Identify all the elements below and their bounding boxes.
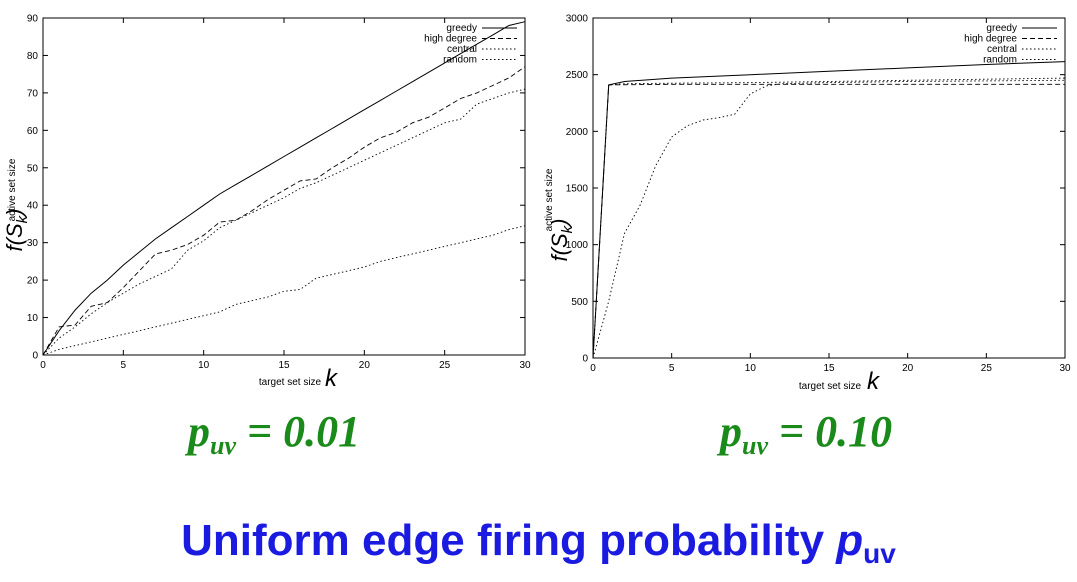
caption-right-sub: uv — [742, 431, 768, 460]
chart-left: 0 5 10 15 20 25 30 0 10 20 30 40 50 60 70 80 90 greedyhig… — [2, 14, 531, 393]
page-title-sub: uv — [863, 538, 896, 569]
plot-frame — [42, 17, 526, 356]
x-tick-label: 10 — [198, 360, 210, 371]
legend-entry-label: greedy — [986, 23, 1017, 34]
y-tick-label: 1000 — [566, 240, 589, 251]
caption-left-var: p — [188, 407, 210, 456]
x-tick-label: 5 — [669, 363, 675, 374]
y-tick-label: 2000 — [566, 127, 589, 138]
series-line-high-degree — [592, 83, 1065, 359]
y-tick-label: 500 — [571, 297, 588, 308]
y-tick-label: 90 — [27, 14, 39, 25]
legend-entry-label: random — [443, 55, 477, 66]
y-tick-label: 20 — [27, 276, 39, 287]
plot-frame — [592, 17, 1066, 359]
legend-entry-label: random — [983, 55, 1017, 66]
x-tick-label: 20 — [359, 360, 371, 371]
x-axis-variable: k — [867, 368, 881, 395]
y-tick-label: 40 — [27, 201, 39, 212]
y-tick-label: 2500 — [566, 70, 589, 81]
x-tick-label: 25 — [439, 360, 451, 371]
x-tick-label: 5 — [121, 360, 127, 371]
legend-entry-label: greedy — [446, 23, 477, 34]
x-axis-label: target set size — [799, 381, 862, 392]
y-tick-label: 10 — [27, 313, 39, 324]
series-line-high-degree — [42, 66, 526, 356]
legend-entry-label: high degree — [424, 34, 477, 45]
x-axis-label: target set size — [259, 377, 322, 388]
page-title-var: p — [836, 516, 864, 565]
x-tick-label: 20 — [902, 363, 914, 374]
x-tick-label: 25 — [981, 363, 993, 374]
x-tick-label: 30 — [1059, 363, 1071, 374]
y-tick-label: 3000 — [566, 14, 589, 25]
page-title-main: Uniform edge firing probability — [181, 516, 837, 565]
y-tick-label: 0 — [32, 351, 38, 362]
x-tick-label: 30 — [519, 360, 531, 371]
y-tick-label: 1500 — [566, 184, 589, 195]
x-tick-label: 0 — [590, 363, 596, 374]
y-tick-label: 60 — [27, 126, 39, 137]
y-tick-label: 80 — [27, 51, 39, 62]
legend-entry-label: central — [987, 44, 1017, 55]
series-line-greedy — [42, 21, 526, 356]
x-tick-label: 15 — [823, 363, 835, 374]
series-line-random — [42, 225, 526, 356]
caption-left-sub: uv — [210, 431, 236, 460]
caption-right-value: = 0.10 — [768, 407, 893, 456]
series-line-greedy — [592, 61, 1066, 359]
series-line-central — [42, 88, 526, 356]
chart-right: 0 5 10 15 20 25 30 0 500 1000 1500 2000 2500 3000 gree… — [544, 14, 1071, 396]
series-line-random — [592, 79, 1066, 359]
x-tick-label: 10 — [745, 363, 757, 374]
y-tick-label: 0 — [582, 354, 588, 365]
legend-entry-label: central — [447, 44, 477, 55]
caption-left: puv = 0.01 — [188, 406, 360, 461]
x-axis-variable: k — [325, 365, 339, 392]
y-tick-label: 50 — [27, 163, 39, 174]
y-axis-label: active set size — [7, 158, 18, 221]
y-tick-label: 70 — [27, 88, 39, 99]
legend-entry-label: high degree — [964, 34, 1017, 45]
x-tick-label: 0 — [40, 360, 46, 371]
y-axis-label: active set size — [544, 168, 555, 231]
series-line-central — [592, 77, 1066, 359]
page-title: Uniform edge firing probability puv — [0, 516, 1077, 570]
x-tick-label: 15 — [278, 360, 290, 371]
y-axis-function-label: f(Sk) — [547, 219, 576, 262]
caption-right: puv = 0.10 — [720, 406, 892, 461]
y-axis-function-label: f(Sk) — [2, 209, 31, 252]
caption-right-var: p — [720, 407, 742, 456]
y-tick-label: 30 — [27, 238, 39, 249]
caption-left-value: = 0.01 — [236, 407, 361, 456]
